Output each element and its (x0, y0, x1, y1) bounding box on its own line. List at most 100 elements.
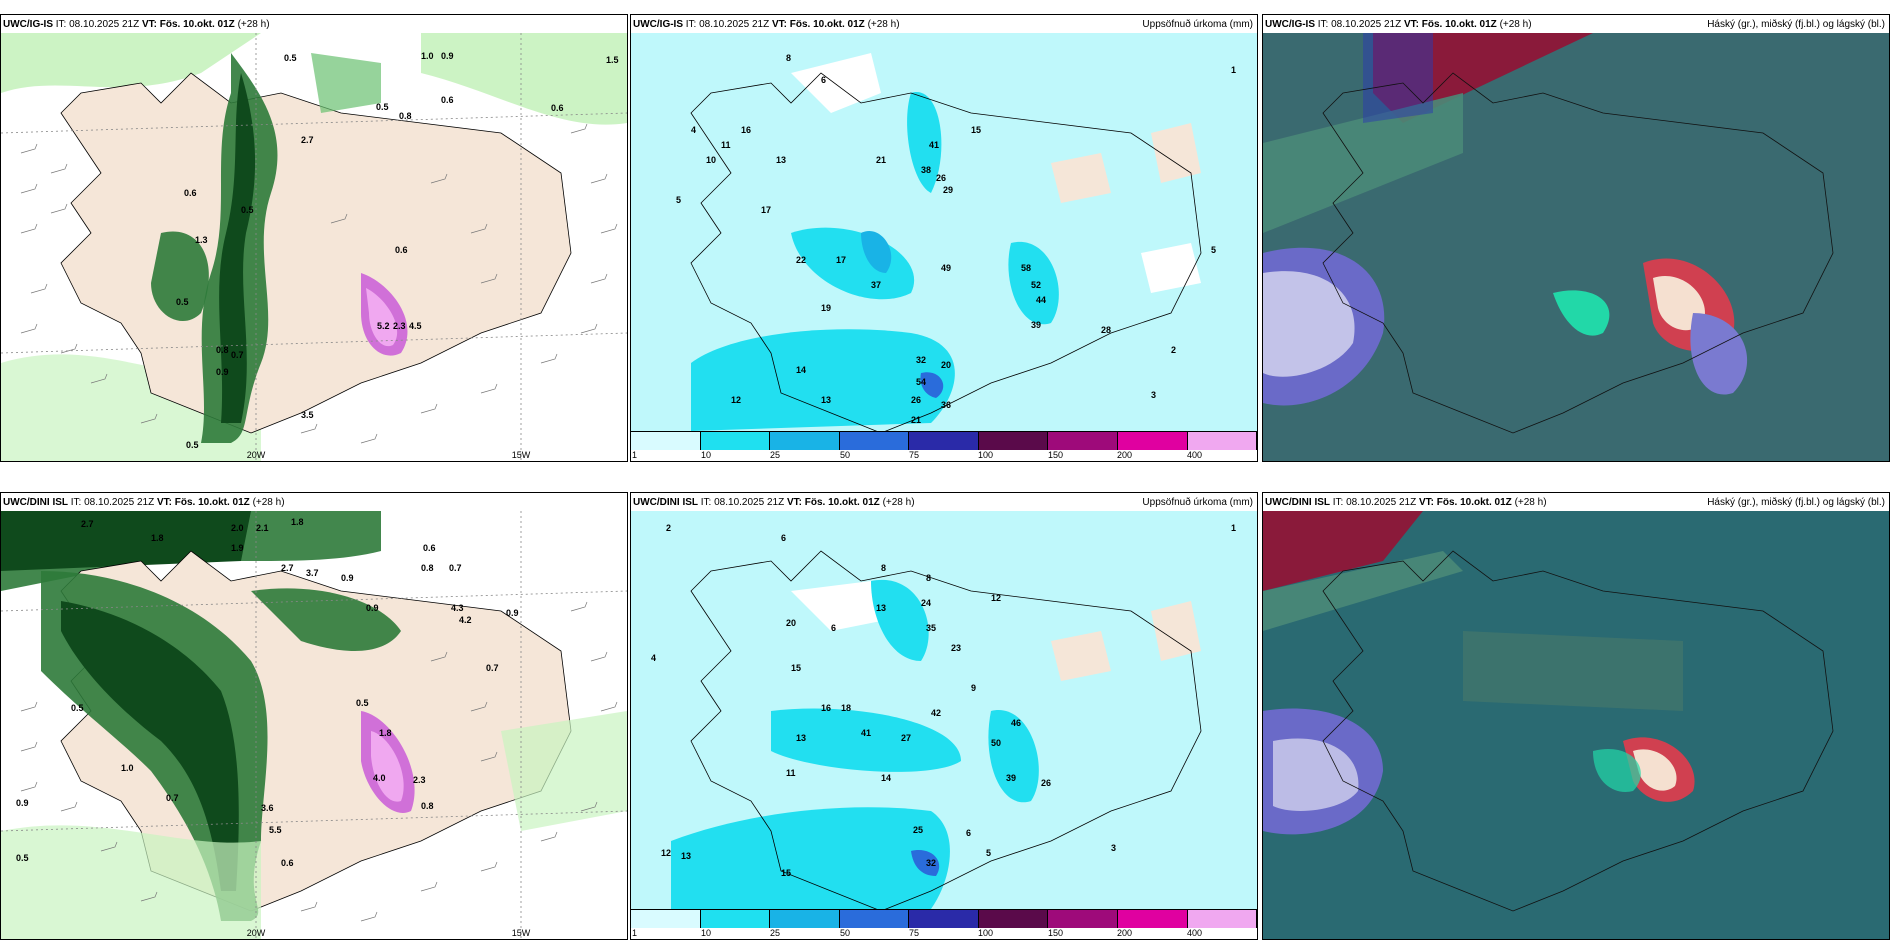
value-label: 44 (1036, 295, 1046, 305)
legend-swatch (1187, 910, 1257, 928)
map-area: 2 6 8 6 8 12 4 13 24 35 23 20 15 16 18 4… (631, 511, 1257, 909)
value-label: 36 (941, 400, 951, 410)
map-area: 2.7 1.8 2.0 2.1 1.8 1.9 2.7 3.7 0.9 0.8 … (1, 511, 627, 939)
value-label: 24 (921, 598, 931, 608)
value-label: 12 (661, 848, 671, 858)
value-label: 6 (781, 533, 786, 543)
valid-time: VT: Fös. 10.okt. 01Z (1418, 497, 1512, 508)
value-label: 4.2 (459, 615, 472, 625)
value-label: 10 (706, 155, 716, 165)
value-label: 22 (796, 255, 806, 265)
panel-wind-precip-dini: UWC/DINI ISL IT: 08.10.2025 21Z VT: Fös.… (0, 492, 628, 940)
lead-time: (+28 h) (237, 19, 270, 30)
legend-swatch (700, 432, 771, 450)
value-label: 3.5 (301, 410, 314, 420)
value-label: 39 (1006, 773, 1016, 783)
map-area: 8 6 4 5 10 11 16 13 21 41 38 26 29 15 17… (631, 33, 1257, 431)
value-label: 14 (796, 365, 806, 375)
value-label: 0.9 (506, 608, 519, 618)
value-label: 14 (881, 773, 891, 783)
legend-bar (631, 909, 1257, 928)
value-label: 11 (786, 768, 796, 778)
panel-header: UWC/IG-IS IT: 08.10.2025 21Z VT: Fös. 10… (1265, 18, 1885, 32)
legend-tick: 400 (1187, 928, 1203, 938)
value-label: 0.6 (395, 245, 408, 255)
value-label: 13 (776, 155, 786, 165)
value-label: 32 (926, 858, 936, 868)
value-label: 6 (966, 828, 971, 838)
value-label: 17 (761, 205, 771, 215)
legend-tick: 200 (1117, 928, 1133, 938)
value-label: 35 (926, 623, 936, 633)
map-area (1263, 33, 1889, 461)
value-label: 12 (991, 593, 1001, 603)
value-label: 13 (681, 851, 691, 861)
init-time: IT: 08.10.2025 21Z (685, 19, 770, 30)
legend-tick: 100 (978, 450, 994, 460)
value-label: 0.9 (16, 798, 29, 808)
value-label: 16 (741, 125, 751, 135)
valid-time: VT: Fös. 10.okt. 01Z (156, 497, 250, 508)
value-label: 49 (941, 263, 951, 273)
map-canvas (1263, 33, 1889, 461)
value-label: 32 (916, 355, 926, 365)
value-label: 1 (1231, 523, 1236, 533)
value-label: 0.7 (166, 793, 179, 803)
map-canvas: 2 6 8 6 8 12 4 13 24 35 23 20 15 16 18 4… (631, 511, 1257, 909)
panel-header: UWC/DINI ISL IT: 08.10.2025 21Z VT: Fös.… (3, 496, 623, 510)
map-area: 0.5 1.0 0.9 0.6 0.8 0.5 0.6 0.6 0.5 1.5 … (1, 33, 627, 461)
value-label: 20 (941, 360, 951, 370)
value-label: 0.8 (399, 111, 412, 121)
legend-swatch (770, 910, 840, 928)
value-label: 2 (666, 523, 671, 533)
value-label: 1.8 (379, 728, 392, 738)
valid-time: VT: Fös. 10.okt. 01Z (786, 497, 880, 508)
value-label: 17 (836, 255, 846, 265)
value-label: 28 (1101, 325, 1111, 335)
panel-clouds-dini: UWC/DINI ISL IT: 08.10.2025 21Z VT: Fös.… (1262, 492, 1890, 940)
value-label: 15 (791, 663, 801, 673)
legend-tick: 200 (1117, 450, 1133, 460)
legend-swatch (978, 910, 1049, 928)
init-time: IT: 08.10.2025 21Z (1332, 497, 1417, 508)
value-label: 5 (986, 848, 991, 858)
value-label: 6 (831, 623, 836, 633)
lon-label: 20W (247, 450, 266, 460)
field-title: Háský (gr.), miðský (fj.bl.) og lágský (… (1707, 19, 1885, 30)
init-time: IT: 08.10.2025 21Z (70, 497, 155, 508)
lead-time: (+28 h) (882, 497, 915, 508)
valid-time: VT: Fös. 10.okt. 01Z (141, 19, 235, 30)
legend-swatch (978, 432, 1049, 450)
value-label: 41 (929, 140, 939, 150)
lead-time: (+28 h) (867, 19, 900, 30)
legend-swatch (1048, 432, 1118, 450)
value-label: 2.7 (281, 563, 294, 573)
value-label: 21 (876, 155, 886, 165)
legend-swatch (700, 910, 771, 928)
value-label: 4 (651, 653, 656, 663)
value-label: 0.9 (216, 367, 229, 377)
value-label: 2 (1171, 345, 1176, 355)
value-label: 1.5 (606, 55, 619, 65)
value-label: 29 (943, 185, 953, 195)
legend-tick: 75 (909, 450, 920, 460)
value-label: 0.7 (486, 663, 499, 673)
value-label: 0.8 (216, 345, 229, 355)
lead-time: (+28 h) (1514, 497, 1547, 508)
value-label: 4 (691, 125, 696, 135)
value-label: 42 (931, 708, 941, 718)
legend-swatch (770, 432, 840, 450)
legend-swatch (839, 910, 910, 928)
value-label: 4.3 (451, 603, 464, 613)
value-label: 16 (821, 703, 831, 713)
model-name: UWC/IG-IS (633, 19, 683, 30)
init-time: IT: 08.10.2025 21Z (1317, 19, 1402, 30)
lead-time: (+28 h) (252, 497, 285, 508)
lead-time: (+28 h) (1499, 19, 1532, 30)
value-label: 2.1 (256, 523, 269, 533)
lon-label: 15W (512, 450, 531, 460)
value-label: 0.6 (281, 858, 294, 868)
value-label: 1.3 (195, 235, 208, 245)
value-label: 8 (926, 573, 931, 583)
map-area (1263, 511, 1889, 939)
